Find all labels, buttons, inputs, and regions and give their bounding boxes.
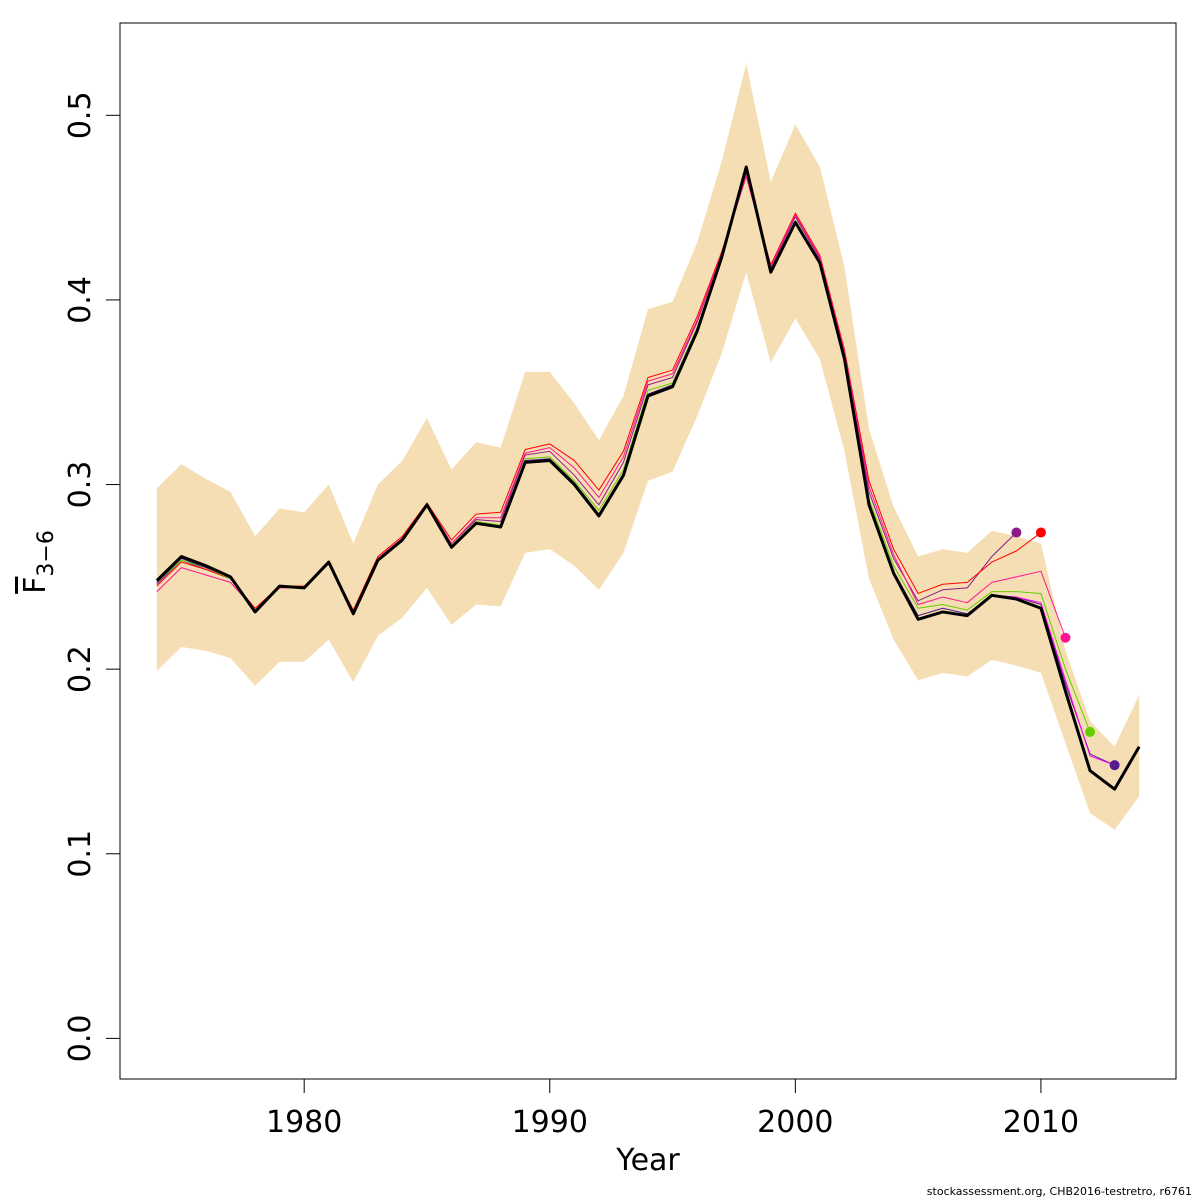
y-tick-label: 0.5 <box>63 91 98 139</box>
y-tick-label: 0.3 <box>63 461 98 509</box>
series-endpoint-2 <box>1035 527 1046 538</box>
y-axis-title: F3−6 <box>18 530 59 594</box>
x-axis: 1980 1990 2000 2010 <box>266 1078 1079 1140</box>
y-axis-title-main: F <box>18 577 53 594</box>
confidence-band-layer <box>156 63 1140 830</box>
x-tick-label: 1990 <box>512 1105 588 1140</box>
x-tick-label: 1980 <box>266 1105 342 1140</box>
y-tick-label: 0.0 <box>63 1015 98 1063</box>
series-endpoint-1 <box>1011 527 1022 538</box>
footer-credit: stockassessment.org, CHB2016-testretro, … <box>926 1185 1192 1198</box>
y-axis: 0.0 0.1 0.2 0.3 0.4 0.5 <box>63 91 121 1063</box>
series-endpoint-3 <box>1060 632 1071 643</box>
y-tick-label: 0.1 <box>63 830 98 878</box>
series-line-0 <box>155 165 1141 791</box>
series-endpoint-5 <box>1109 760 1120 771</box>
series-line-6 <box>991 594 1115 766</box>
y-axis-title-sub: 3−6 <box>34 530 59 576</box>
x-tick-label: 2010 <box>1003 1105 1079 1140</box>
svg-text:F3−6: F3−6 <box>18 530 59 594</box>
x-tick-label: 2000 <box>757 1105 833 1140</box>
confidence-band <box>156 63 1140 830</box>
series-layer <box>155 165 1141 791</box>
y-tick-label: 0.4 <box>63 276 98 324</box>
y-tick-label: 0.2 <box>63 645 98 693</box>
x-axis-title: Year <box>615 1143 680 1178</box>
series-endpoint-4 <box>1085 726 1096 737</box>
